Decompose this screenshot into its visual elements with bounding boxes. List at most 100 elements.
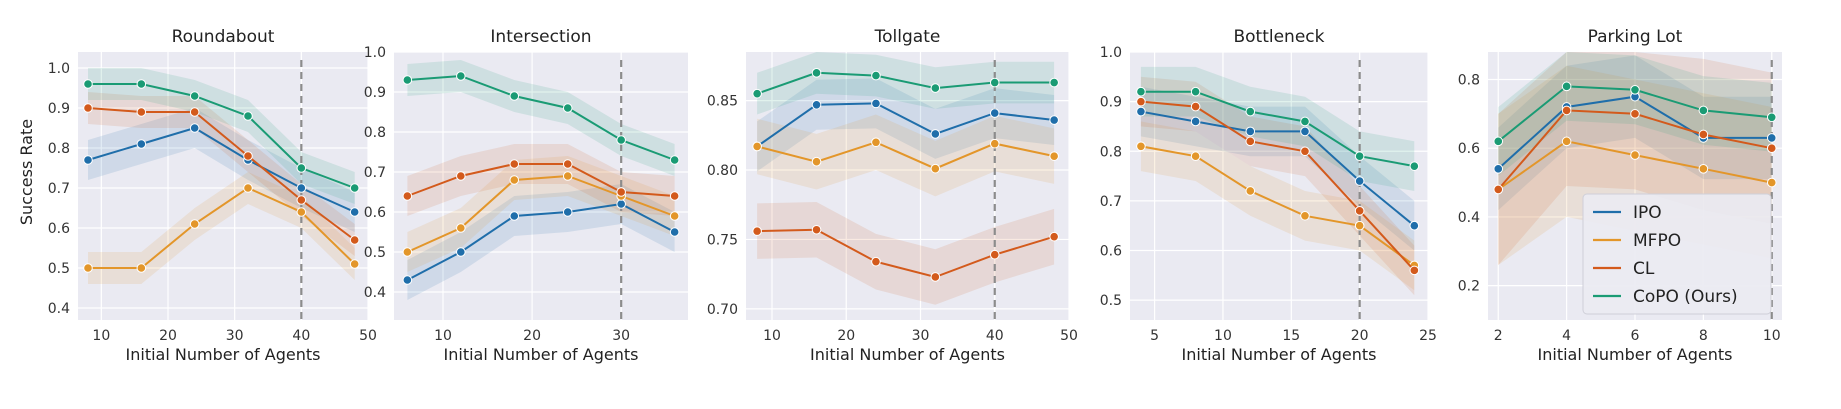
data-point-cl	[811, 224, 822, 235]
series-line-ipo	[756, 102, 1055, 148]
data-point-cl	[402, 191, 413, 201]
x-tick-label: 40	[292, 328, 310, 344]
x-axis-label: Initial Number of Agents	[810, 345, 1005, 364]
x-tick-label: 50	[359, 328, 377, 344]
data-point-ipo	[930, 129, 941, 139]
y-tick-label: 1.0	[364, 45, 386, 61]
data-point-cl	[1409, 265, 1420, 276]
data-point-copo-ours	[1049, 77, 1059, 88]
band-copo-ours	[1140, 66, 1415, 191]
y-tick-label: 0.9	[48, 101, 70, 117]
y-tick-label: 0.4	[48, 301, 70, 317]
data-point-ipo	[1409, 220, 1420, 231]
data-point-ipo	[402, 275, 413, 285]
legend-label-cl: CL	[1633, 259, 1655, 279]
data-point-mfpo	[1766, 177, 1777, 188]
data-point-cl	[296, 195, 307, 205]
data-point-ipo	[616, 199, 626, 209]
data-point-ipo	[1766, 133, 1777, 143]
data-point-cl	[562, 159, 573, 169]
series-line-copo-ours	[407, 74, 675, 161]
series-line-mfpo	[1140, 145, 1415, 267]
series-line-mfpo	[406, 174, 675, 253]
data-point-ipo	[349, 207, 360, 217]
panel-title: Bottleneck	[1233, 27, 1324, 47]
data-point-mfpo	[1300, 210, 1310, 221]
data-point-copo-ours	[509, 91, 520, 101]
data-point-copo-ours	[349, 183, 360, 193]
data-point-ipo	[1190, 116, 1201, 127]
x-tick-label: 10	[1763, 328, 1781, 344]
x-tick-label: 10	[92, 328, 110, 344]
panel-title: Tollgate	[874, 27, 941, 47]
y-tick-label: 0.5	[364, 245, 386, 261]
x-tick-label: 25	[1419, 328, 1437, 344]
series-line-cl	[757, 228, 1055, 279]
panel-intersection: Intersection 10 20 30 0.4 0.5 0.6 0.7 0.8 0.9 1.0 I…	[364, 27, 688, 364]
data-point-ipo	[1300, 126, 1310, 137]
data-point-ipo	[811, 99, 822, 110]
y-tick-label: 0.9	[364, 85, 386, 101]
y-tick-label: 0.7	[1100, 194, 1122, 210]
panel-roundabout: Roundabout 10 20 30 40 50 0.4 0.5 0.6 0.7 0.8 0.9 1.…	[48, 27, 377, 364]
data-point-copo-ours	[562, 103, 573, 113]
data-point-cl	[349, 235, 360, 245]
data-point-ipo	[189, 123, 200, 133]
band-ipo	[407, 184, 675, 300]
data-point-cl	[1766, 143, 1777, 154]
data-point-mfpo	[509, 175, 520, 185]
series-line-cl	[1140, 100, 1416, 272]
data-point-ipo	[83, 155, 93, 165]
panel-title: Roundabout	[172, 27, 275, 47]
y-tick-label: 0.9	[1100, 95, 1122, 111]
data-point-mfpo	[83, 263, 93, 273]
data-point-cl	[509, 159, 520, 169]
y-tick-label: 0.6	[1100, 244, 1122, 260]
x-axis-label: Initial Number of Agents	[1182, 345, 1377, 364]
legend-label-ipo: IPO	[1633, 203, 1662, 223]
x-tick-label: 50	[1060, 328, 1078, 344]
x-tick-label: 20	[159, 328, 177, 344]
series-line-ipo	[406, 202, 676, 281]
data-point-mfpo	[136, 263, 147, 273]
plot-background	[746, 52, 1069, 320]
data-point-copo-ours	[1630, 84, 1640, 95]
band-cl	[1140, 76, 1415, 296]
x-tick-label: 30	[226, 328, 244, 344]
data-point-cl	[83, 103, 93, 113]
plot-background	[78, 52, 368, 320]
series-line-ipo	[1140, 110, 1415, 227]
band-cl	[407, 144, 675, 216]
data-point-mfpo	[1190, 151, 1201, 162]
data-point-copo-ours	[136, 79, 147, 89]
band-mfpo	[1140, 121, 1415, 291]
data-point-mfpo	[1354, 220, 1365, 231]
data-point-cl	[1190, 101, 1201, 112]
data-point-mfpo	[189, 219, 200, 229]
data-point-cl	[1698, 129, 1709, 140]
y-tick-label: 0.8	[1458, 72, 1480, 88]
data-point-mfpo	[296, 207, 307, 217]
y-tick-label: 0.4	[1458, 210, 1480, 226]
band-copo-ours	[757, 52, 1055, 115]
band-copo-ours	[88, 68, 355, 204]
data-point-mfpo	[1245, 186, 1256, 196]
y-tick-label: 0.85	[707, 94, 738, 110]
x-tick-label: 15	[1282, 328, 1300, 344]
series-line-ipo	[87, 126, 356, 213]
data-point-mfpo	[1561, 136, 1572, 147]
data-point-ipo	[871, 98, 881, 109]
series-line-cl	[407, 163, 675, 197]
y-tick-label: 0.5	[1100, 293, 1122, 309]
data-point-copo-ours	[83, 79, 93, 89]
y-axis-label: Success Rate	[17, 119, 36, 225]
data-point-ipo	[509, 211, 520, 221]
series-line-mfpo	[756, 141, 1055, 170]
data-point-copo-ours	[402, 75, 413, 85]
x-tick-label: 20	[523, 328, 541, 344]
y-tick-label: 1.0	[48, 61, 70, 77]
data-point-cl	[243, 151, 253, 161]
legend-label-copo-ours: CoPO (Ours)	[1633, 287, 1738, 307]
